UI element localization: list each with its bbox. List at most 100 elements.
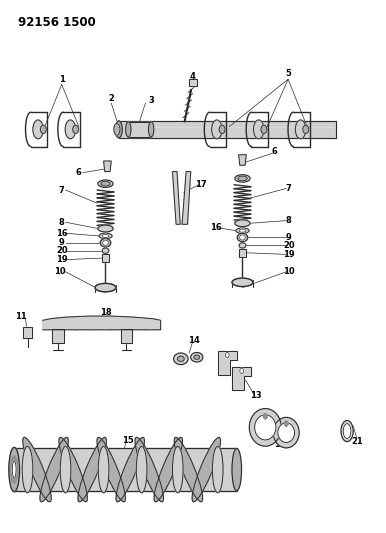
Ellipse shape (114, 124, 120, 135)
Ellipse shape (232, 278, 253, 287)
Ellipse shape (235, 220, 250, 227)
Bar (23, 327, 32, 338)
Text: 8: 8 (59, 217, 64, 227)
Text: 16: 16 (210, 223, 222, 232)
Text: 9: 9 (286, 233, 292, 242)
Ellipse shape (100, 239, 111, 247)
Ellipse shape (178, 356, 184, 361)
Ellipse shape (102, 248, 109, 253)
Bar (128, 122, 151, 137)
Ellipse shape (239, 243, 246, 248)
Ellipse shape (173, 446, 183, 493)
Ellipse shape (237, 233, 248, 241)
Text: 20: 20 (283, 241, 295, 250)
Ellipse shape (192, 438, 220, 502)
Ellipse shape (97, 438, 125, 502)
Ellipse shape (99, 233, 112, 239)
Ellipse shape (273, 417, 299, 448)
Ellipse shape (101, 181, 110, 186)
Text: 6: 6 (272, 147, 278, 156)
Ellipse shape (98, 446, 109, 493)
Polygon shape (218, 351, 237, 375)
Ellipse shape (12, 461, 16, 478)
Ellipse shape (191, 352, 203, 362)
Ellipse shape (22, 446, 33, 493)
Ellipse shape (212, 120, 222, 139)
Text: 19: 19 (283, 250, 295, 259)
Text: 7: 7 (286, 184, 292, 193)
Bar (52, 329, 64, 343)
Ellipse shape (135, 438, 163, 502)
Ellipse shape (98, 225, 113, 232)
Text: 20: 20 (56, 246, 68, 255)
Bar (128, 122, 151, 137)
Text: 92156 1500: 92156 1500 (18, 16, 96, 29)
Ellipse shape (236, 228, 249, 233)
Text: 5: 5 (285, 69, 291, 78)
Ellipse shape (115, 126, 119, 133)
Ellipse shape (235, 175, 250, 182)
Ellipse shape (174, 353, 188, 365)
Text: 4: 4 (190, 72, 196, 81)
Text: 15: 15 (122, 436, 134, 445)
Ellipse shape (249, 408, 281, 446)
Ellipse shape (154, 438, 183, 502)
Bar (119, 121, 336, 138)
Ellipse shape (254, 120, 264, 139)
Polygon shape (239, 155, 246, 165)
Circle shape (240, 368, 244, 374)
Text: 18: 18 (100, 308, 111, 317)
Ellipse shape (278, 423, 295, 442)
Ellipse shape (11, 456, 18, 483)
Bar (52, 329, 64, 343)
Circle shape (225, 352, 229, 358)
Text: 8: 8 (286, 216, 292, 225)
Circle shape (263, 414, 267, 419)
Ellipse shape (255, 415, 276, 440)
Bar (121, 329, 132, 343)
Bar (14, 448, 237, 491)
Ellipse shape (59, 438, 87, 502)
Bar (239, 249, 246, 257)
Ellipse shape (98, 180, 113, 188)
Text: 14: 14 (188, 336, 200, 345)
Circle shape (219, 125, 225, 133)
Bar (23, 327, 32, 338)
Ellipse shape (295, 120, 306, 139)
Ellipse shape (78, 438, 107, 502)
Text: 21: 21 (352, 437, 364, 446)
Polygon shape (43, 316, 161, 330)
Text: 7: 7 (59, 185, 64, 195)
Text: 11: 11 (15, 312, 27, 321)
Ellipse shape (40, 438, 68, 502)
Circle shape (284, 421, 288, 426)
Bar (102, 254, 109, 262)
Text: 3: 3 (148, 96, 154, 105)
Ellipse shape (343, 424, 351, 439)
Text: 10: 10 (283, 267, 295, 276)
Polygon shape (173, 172, 180, 224)
Text: 10: 10 (54, 267, 66, 276)
Ellipse shape (60, 446, 71, 493)
Ellipse shape (238, 176, 247, 181)
Ellipse shape (33, 120, 43, 139)
Text: 13: 13 (250, 391, 262, 400)
Ellipse shape (212, 446, 223, 493)
Polygon shape (182, 172, 191, 224)
Ellipse shape (103, 240, 108, 245)
Bar (239, 249, 246, 257)
Text: 6: 6 (76, 168, 82, 177)
Ellipse shape (149, 122, 154, 137)
Ellipse shape (115, 121, 122, 138)
Text: 19: 19 (56, 255, 68, 264)
Ellipse shape (102, 235, 109, 238)
Text: 12: 12 (274, 440, 286, 449)
Ellipse shape (95, 284, 116, 292)
Ellipse shape (65, 120, 76, 139)
Circle shape (73, 125, 79, 133)
Ellipse shape (232, 448, 242, 491)
Ellipse shape (126, 122, 131, 137)
Ellipse shape (239, 229, 246, 232)
Ellipse shape (341, 421, 353, 442)
Circle shape (40, 125, 46, 133)
